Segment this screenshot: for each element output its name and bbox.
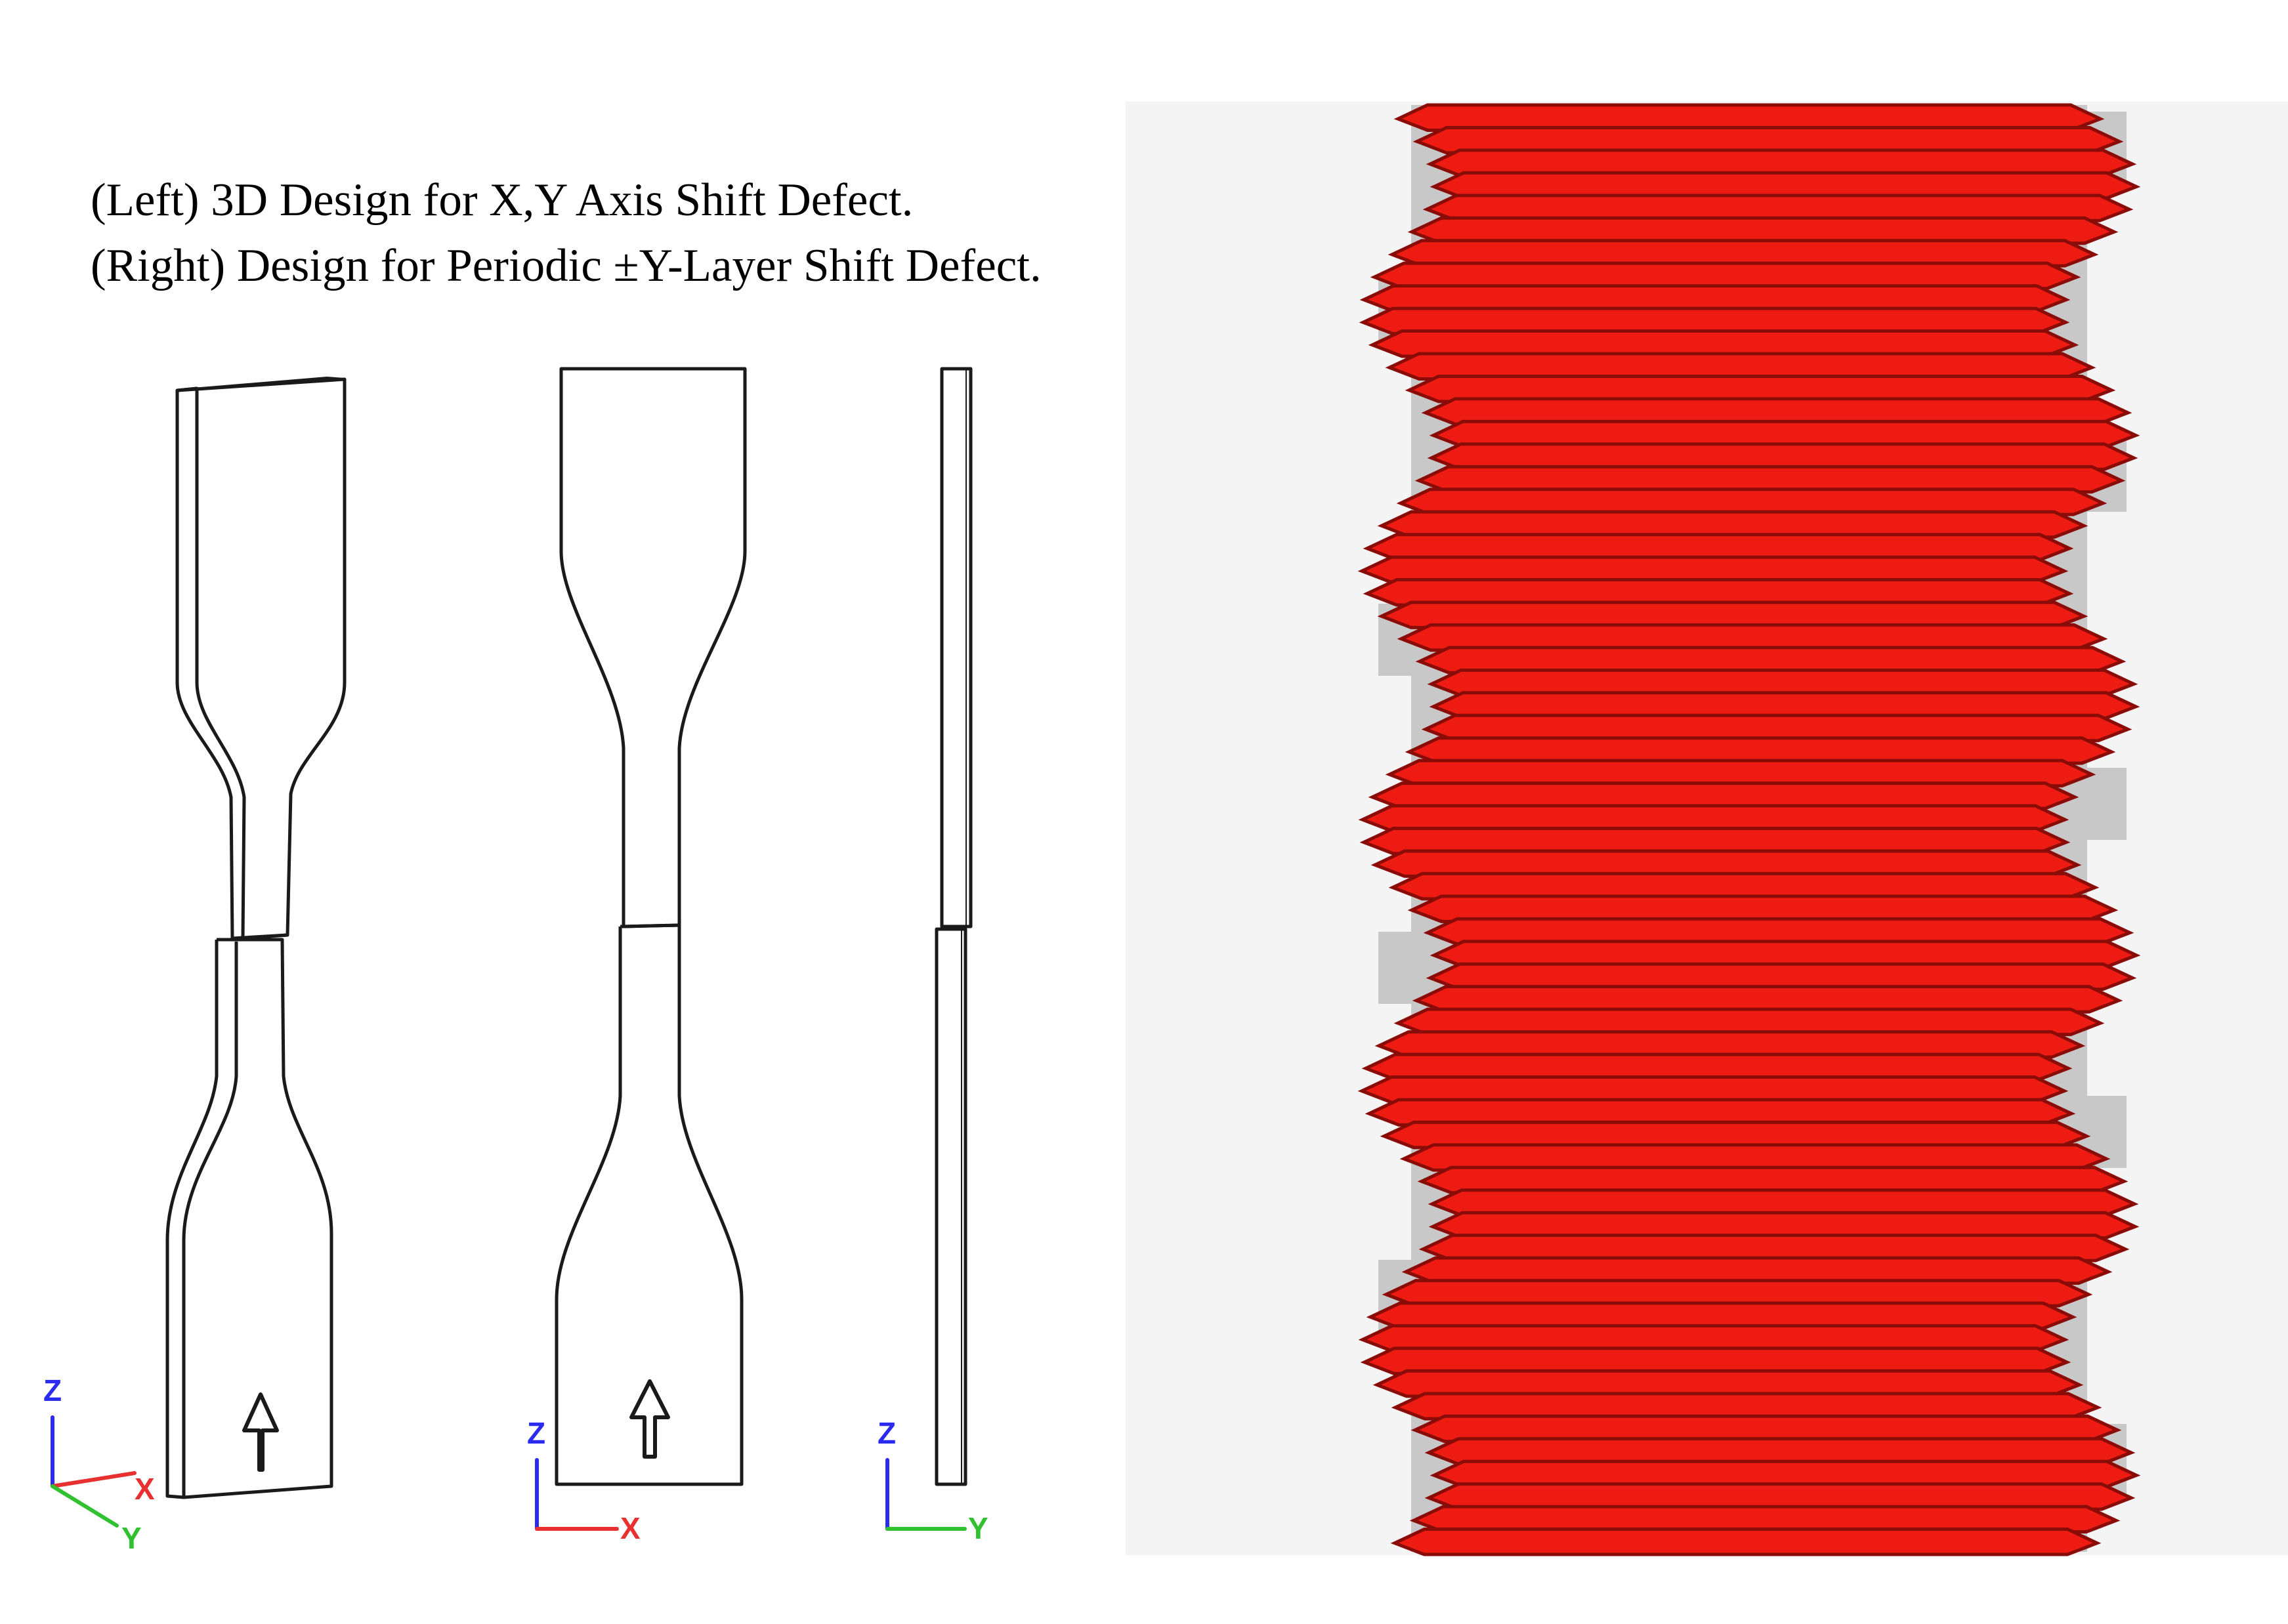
red-layer [1424, 1482, 2136, 1511]
side-axis-triad [885, 1458, 967, 1531]
red-layer [1422, 194, 2134, 222]
iso-axis-triad [51, 1415, 137, 1528]
red-layer [1401, 1256, 2113, 1285]
front-axis-triad [535, 1458, 619, 1531]
red-layer [1414, 465, 2126, 494]
iso-y-label: Y [121, 1521, 142, 1555]
front-dogbone [555, 367, 747, 1486]
front-z-label: Z [527, 1416, 545, 1450]
iso-dogbone [165, 377, 347, 1499]
red-layer [1405, 736, 2116, 765]
red-layer [1377, 510, 2088, 539]
red-layer [1390, 1528, 2102, 1556]
caption-left: (Left) 3D Design for X,Y Axis Shift Defe… [91, 175, 913, 226]
red-layer-stack [1357, 103, 2141, 1556]
side-y-label: Y [968, 1511, 988, 1545]
red-layer [1426, 962, 2137, 991]
red-layer [1388, 239, 2099, 268]
red-layer [1428, 1211, 2140, 1240]
side-upper-half [940, 367, 973, 928]
red-layer [1409, 1505, 2121, 1534]
front-upper-half [559, 367, 747, 928]
red-layer [1382, 1279, 2093, 1308]
red-layer [1412, 985, 2123, 1014]
red-layer [1396, 488, 2108, 516]
side-dogbone [935, 367, 973, 1486]
red-layer [1370, 261, 2081, 291]
red-layer [1385, 759, 2096, 788]
front-lower-half [555, 923, 744, 1486]
side-z-label: Z [878, 1416, 896, 1450]
side-lower-half [935, 927, 967, 1486]
iso-x-label: X [135, 1472, 155, 1506]
red-layer [1421, 713, 2132, 743]
build-direction-arrow-icon [242, 1392, 279, 1472]
red-layer [1393, 1007, 2105, 1037]
caption-right: (Right) Design for Periodic ±Y-Layer Shi… [91, 240, 1042, 291]
red-layer [1368, 781, 2079, 810]
iso-y-axis [51, 1484, 119, 1528]
red-layer [1374, 1030, 2086, 1059]
build-direction-arrow-icon [629, 1379, 670, 1459]
front-x-label: X [620, 1511, 641, 1545]
layer-shift-render [1126, 102, 2288, 1556]
red-layer [1418, 1234, 2130, 1262]
iso-x-axis [51, 1471, 137, 1488]
red-layer [1427, 442, 2138, 471]
iso-lower-half [165, 938, 333, 1499]
red-layer [1407, 216, 2119, 245]
iso-z-label: Z [43, 1373, 62, 1407]
iso-upper-half [175, 377, 347, 940]
